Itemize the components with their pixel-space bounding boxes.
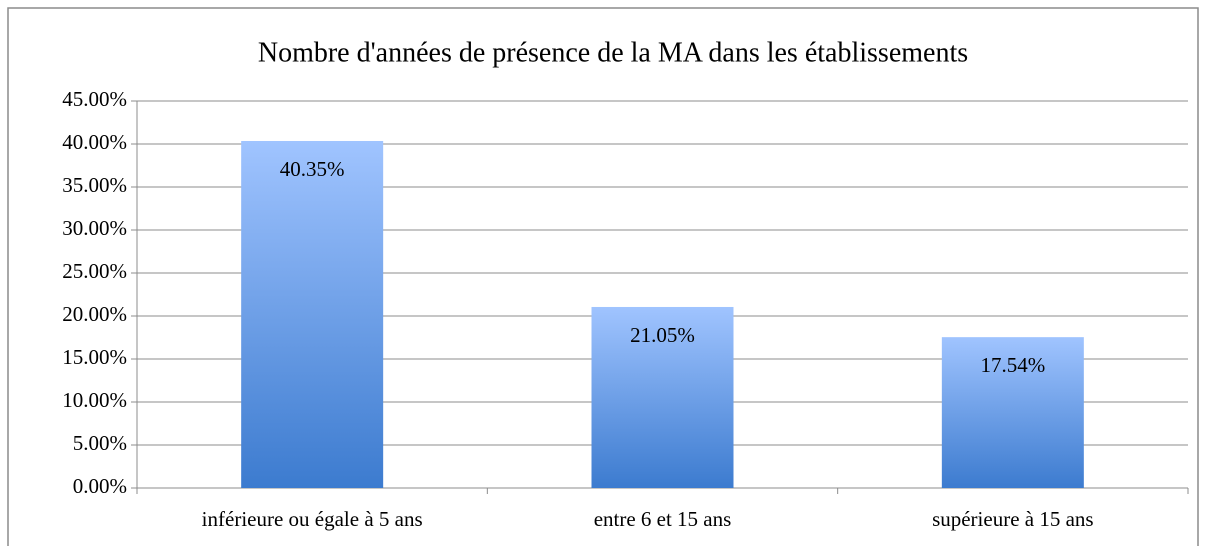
y-tick-label: 5.00% (73, 431, 127, 455)
data-label: 40.35% (280, 157, 345, 181)
x-tick-label: inférieure ou égale à 5 ans (202, 507, 423, 531)
x-tick-label: supérieure à 15 ans (932, 507, 1094, 531)
bar (591, 306, 734, 488)
data-label: 21.05% (630, 323, 695, 347)
y-tick-label: 25.00% (62, 259, 127, 283)
y-tick-label: 20.00% (62, 302, 127, 326)
y-tick-label: 0.00% (73, 474, 127, 498)
chart-frame (7, 7, 1199, 546)
y-tick-label: 15.00% (62, 345, 127, 369)
bar (241, 140, 384, 489)
chart-title: Nombre d'années de présence de la MA dan… (258, 37, 968, 68)
bar (941, 337, 1084, 488)
y-tick-label: 40.00% (62, 130, 127, 154)
x-tick-label: entre 6 et 15 ans (594, 507, 732, 531)
y-tick-label: 10.00% (62, 388, 127, 412)
y-tick-label: 30.00% (62, 216, 127, 240)
y-tick-label: 35.00% (62, 173, 127, 197)
y-tick-label: 45.00% (62, 87, 127, 111)
data-label: 17.54% (980, 353, 1045, 377)
